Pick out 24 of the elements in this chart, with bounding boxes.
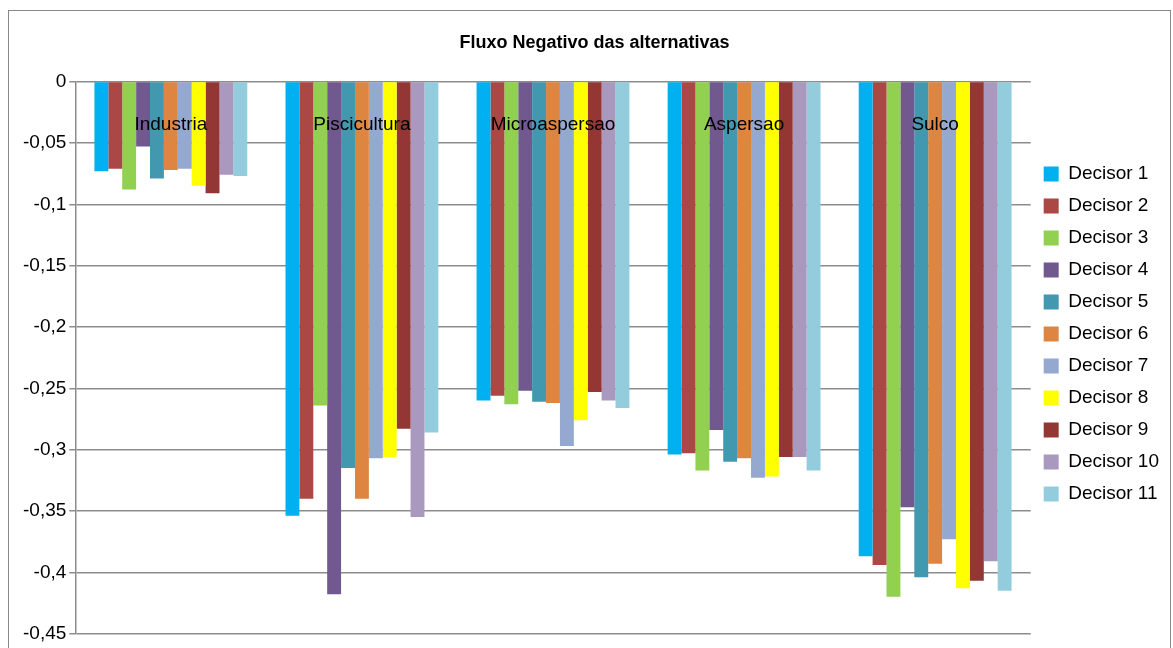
y-tick-label: -0,3 [33,437,67,459]
y-tick-label: -0,35 [22,499,67,521]
y-tick-label: -0,1 [33,192,67,214]
legend-label: Decisor 10 [1068,450,1160,472]
y-tick-label: -0,45 [22,621,67,643]
y-tick-label: -0,15 [22,253,67,275]
legend-label: Decisor 2 [1068,194,1149,216]
legend-label: Decisor 7 [1068,354,1149,376]
legend-label: Decisor 1 [1068,162,1149,184]
y-tick-label: -0,4 [33,560,67,582]
legend-label: Decisor 8 [1068,386,1149,408]
legend-label: Decisor 4 [1068,258,1149,280]
x-tick-label: Microaspersao [490,112,616,134]
x-tick-label: Piscicultura [313,112,411,134]
y-tick-label: -0,25 [22,376,67,398]
y-tick-label: 0 [55,69,67,91]
y-tick-label: -0,2 [33,315,67,337]
legend-label: Decisor 6 [1068,322,1149,344]
chart-title: Fluxo Negativo das alternativas [459,31,730,52]
legend-label: Decisor 5 [1068,290,1149,312]
legend-label: Decisor 11 [1068,482,1158,504]
y-tick-label: -0,05 [22,131,67,153]
legend-label: Decisor 3 [1068,226,1149,248]
legend-label: Decisor 9 [1068,418,1149,440]
